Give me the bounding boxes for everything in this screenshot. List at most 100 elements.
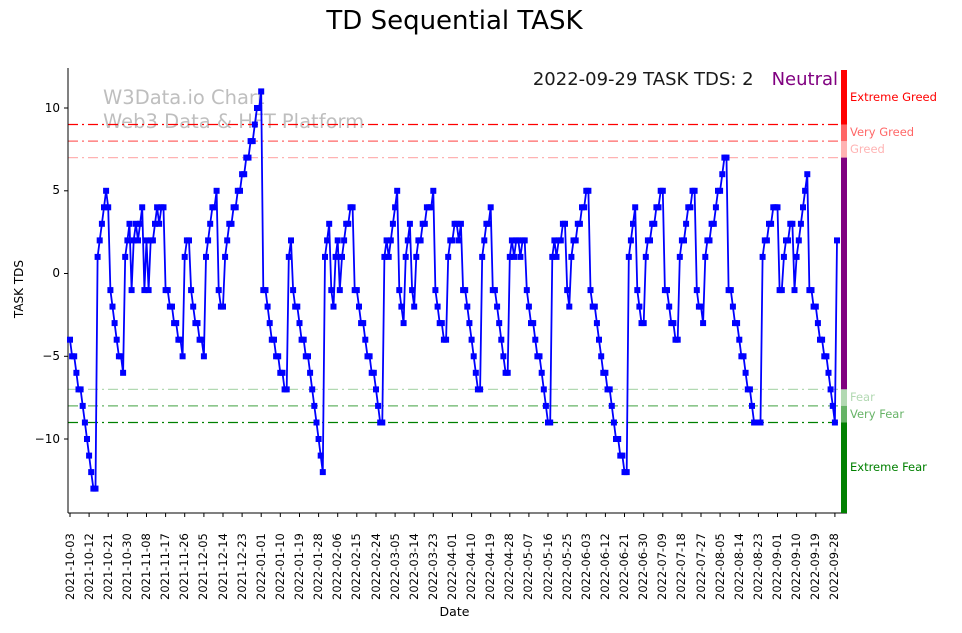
data-point-marker <box>823 353 830 360</box>
x-tick-label: 2022-05-16 <box>540 533 555 600</box>
x-tick-label: 2022-08-14 <box>731 533 746 600</box>
data-point-marker <box>251 121 258 128</box>
data-point-marker <box>719 171 726 178</box>
data-point-marker <box>194 320 201 327</box>
data-point-marker <box>768 220 775 227</box>
data-point-marker <box>88 469 95 476</box>
data-point-marker <box>79 402 86 409</box>
data-point-marker <box>623 469 630 476</box>
data-point-marker <box>802 187 809 194</box>
data-point-marker <box>457 220 464 227</box>
data-point-marker <box>808 287 815 294</box>
data-point-marker <box>71 353 78 360</box>
sentiment-colorbar-segment <box>841 422 847 513</box>
data-point-marker <box>700 320 707 327</box>
data-point-marker <box>642 253 649 260</box>
data-point-marker <box>385 253 392 260</box>
data-point-marker <box>630 220 636 227</box>
x-tick-label: 2022-03-14 <box>406 533 421 600</box>
data-point-marker <box>169 303 175 310</box>
data-point-marker <box>300 336 307 343</box>
data-point-marker <box>729 303 736 310</box>
sentiment-colorbar-segment <box>841 389 847 406</box>
latest-value-text: 2022-09-29 TASK TDS: 2 <box>532 69 754 90</box>
data-point-marker <box>305 353 311 360</box>
data-point-marker <box>536 353 543 360</box>
data-point-marker <box>462 287 469 294</box>
data-point-marker <box>322 253 328 260</box>
x-tick-label: 2022-03-05 <box>387 533 402 600</box>
data-point-marker <box>585 187 592 194</box>
data-point-marker <box>177 336 184 343</box>
data-point-marker <box>262 287 269 294</box>
data-point-marker <box>256 105 263 111</box>
x-tick-label: 2022-06-21 <box>617 533 631 600</box>
data-point-marker <box>373 386 379 393</box>
data-point-marker <box>389 220 396 227</box>
data-point-marker <box>334 237 341 244</box>
data-point-marker <box>111 320 118 327</box>
data-point-marker <box>740 353 747 360</box>
x-tick-label: 2021-12-14 <box>215 533 230 600</box>
data-point-marker <box>691 187 698 194</box>
data-point-marker <box>479 253 486 260</box>
data-point-marker <box>122 253 129 260</box>
data-point-marker <box>655 204 662 211</box>
data-point-marker <box>562 220 568 227</box>
data-point-marker <box>712 204 719 211</box>
data-point-marker <box>742 369 749 376</box>
data-point-marker <box>472 369 479 376</box>
data-point-marker <box>834 237 840 244</box>
data-point-marker <box>220 303 226 310</box>
data-point-marker <box>283 386 290 393</box>
data-point-marker <box>593 320 600 327</box>
data-point-marker <box>453 220 460 227</box>
data-point-marker <box>576 220 583 227</box>
data-point-marker <box>362 336 369 343</box>
data-point-marker <box>190 303 197 310</box>
data-point-marker <box>523 287 530 294</box>
data-point-marker <box>508 237 515 244</box>
watermark: W3Data.io Chart Web3 Data & HFT Platform <box>103 86 364 134</box>
data-point-marker <box>681 237 687 244</box>
data-point-marker <box>417 237 424 244</box>
data-point-marker <box>615 436 622 442</box>
data-point-marker <box>498 336 505 343</box>
data-point-marker <box>81 419 88 426</box>
data-point-marker <box>606 386 613 393</box>
data-point-marker <box>215 287 222 294</box>
watermark-line2: Web3 Data & HFT Platform <box>103 110 365 133</box>
data-point-marker <box>831 419 838 426</box>
data-point-marker <box>504 369 511 376</box>
data-point-marker <box>181 253 188 260</box>
data-point-marker <box>515 237 522 244</box>
data-point-marker <box>485 220 492 227</box>
data-point-marker <box>511 253 518 260</box>
data-point-marker <box>143 237 150 244</box>
data-point-marker <box>521 237 528 244</box>
data-point-marker <box>324 237 331 244</box>
x-tick-label: 2022-02-15 <box>349 533 364 600</box>
data-point-marker <box>109 303 116 310</box>
data-point-marker <box>285 253 292 260</box>
x-tick-label: 2022-09-01 <box>770 533 784 600</box>
data-point-marker <box>636 303 643 310</box>
data-point-marker <box>763 237 770 244</box>
data-point-marker <box>232 204 239 211</box>
data-point-marker <box>413 253 420 260</box>
data-point-marker <box>487 204 494 211</box>
data-point-marker <box>491 287 498 294</box>
data-point-marker <box>632 204 639 211</box>
data-point-marker <box>421 220 428 227</box>
x-tick-label: 2022-02-24 <box>368 533 383 600</box>
data-point-marker <box>379 419 386 426</box>
x-tick-label: 2021-10-12 <box>81 533 96 600</box>
data-point-marker <box>328 287 335 294</box>
zone-label-greed: Greed <box>850 141 885 156</box>
latest-value-annotation: 2022-09-29 TASK TDS: 2 Neutral <box>340 69 838 90</box>
data-point-marker <box>542 402 549 409</box>
data-point-marker <box>222 253 229 260</box>
data-point-marker <box>392 204 399 211</box>
data-point-marker <box>587 287 594 294</box>
x-tick-label: 2022-04-10 <box>464 533 479 600</box>
